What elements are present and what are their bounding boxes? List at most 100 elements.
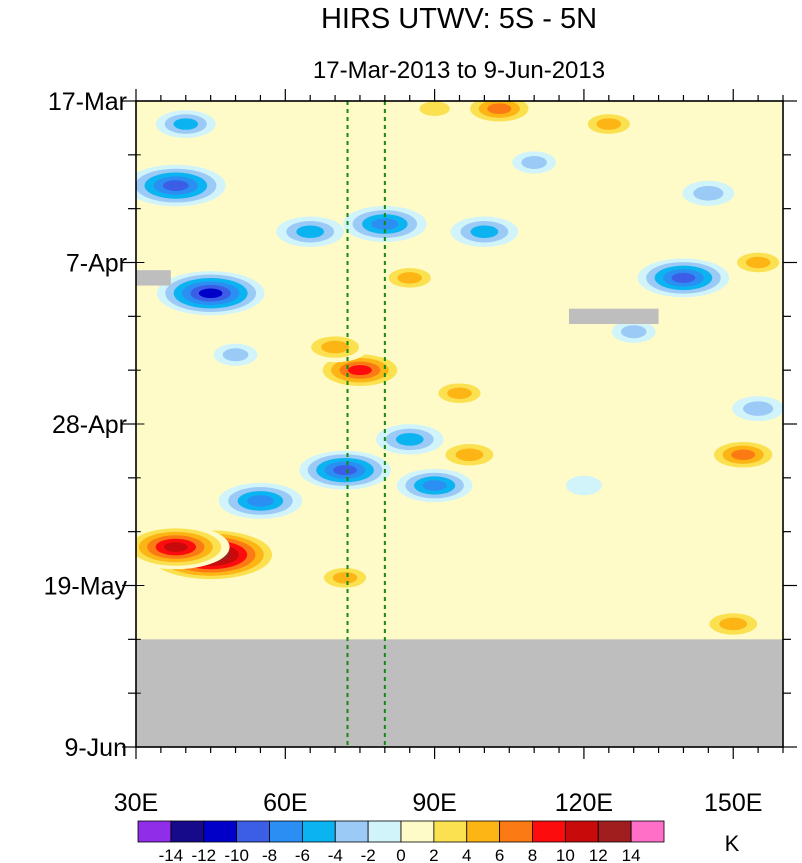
colorbar-label: 6 <box>495 846 504 863</box>
x-tick-label: 90E <box>412 789 456 817</box>
anomaly-cell <box>728 248 783 277</box>
anomaly-cell <box>450 216 519 247</box>
anomaly-cell <box>699 608 768 640</box>
anomaly-contour <box>447 387 472 399</box>
anomaly-contour <box>164 542 188 552</box>
missing-data-patch <box>136 270 171 286</box>
anomaly-contour <box>419 101 450 116</box>
anomaly-cell <box>461 101 538 126</box>
anomaly-contour <box>731 449 756 461</box>
anomaly-contour <box>332 572 358 584</box>
colorbar-swatch <box>433 820 468 843</box>
colorbar-swatch <box>236 820 270 843</box>
anomaly-cell <box>566 475 602 496</box>
missing-data-patch <box>568 308 659 325</box>
anomaly-cell <box>155 110 216 138</box>
y-axis: 17-Mar 7-Apr 28-Apr 19-May 9-Jun <box>44 88 797 762</box>
anomaly-cell <box>408 101 461 122</box>
anomaly-contour <box>333 465 357 476</box>
chart-subtitle: 17-Mar-2013 to 9-Jun-2013 <box>313 57 605 84</box>
anomaly-contour <box>397 272 423 284</box>
anomaly-cell <box>578 110 639 138</box>
y-tick-label: 19-May <box>44 573 128 601</box>
anomaly-cell <box>276 216 344 247</box>
colorbar-label: 0 <box>396 846 405 863</box>
colorbar-label: 2 <box>429 846 438 863</box>
anomaly-cell <box>705 438 781 472</box>
colorbar-swatch <box>137 820 172 843</box>
colorbar-label: -6 <box>295 846 310 863</box>
anomaly-contour <box>321 340 349 354</box>
anomaly-contour <box>487 103 512 114</box>
anomaly-cell <box>396 468 473 503</box>
colorbar-swatch <box>301 820 336 843</box>
anomaly-cell <box>637 258 730 298</box>
anomaly-contour <box>422 480 447 491</box>
y-tick-label: 28-Apr <box>52 411 127 439</box>
colorbar-swatch <box>532 820 566 843</box>
anomaly-cell <box>315 564 375 592</box>
anomaly-contour <box>162 180 189 191</box>
anomaly-contour <box>198 288 223 299</box>
missing-data-patch <box>136 639 783 747</box>
reference-lines <box>346 101 386 747</box>
x-tick-label: 30E <box>114 789 158 817</box>
anomaly-cell <box>301 331 369 363</box>
anomaly-cell <box>136 164 226 207</box>
colorbar-label: -4 <box>328 846 343 863</box>
colorbar-label: -8 <box>262 846 277 863</box>
y-tick-label: 9-Jun <box>64 734 127 762</box>
colorbar-label: 12 <box>589 846 608 863</box>
y-tick-label: 17-Mar <box>48 88 127 116</box>
chart-title: HIRS UTWV: 5S - 5N <box>321 3 597 35</box>
colorbar-swatch <box>564 820 599 843</box>
colorbar-label: -12 <box>191 846 216 863</box>
colorbar-label: -2 <box>361 846 376 863</box>
anomaly-contour <box>719 617 748 631</box>
anomaly-cell <box>375 424 444 455</box>
anomaly-contour <box>566 475 602 496</box>
colorbar-label: 4 <box>462 846 471 863</box>
colorbar-swatch <box>367 820 402 843</box>
anomaly-contour <box>222 348 249 362</box>
anomaly-contour <box>395 433 424 446</box>
x-tick-label: 60E <box>263 789 307 817</box>
anomaly-cell <box>213 343 258 366</box>
anomaly-contour <box>173 118 199 130</box>
anomaly-cell <box>435 439 504 470</box>
anomaly-contour <box>247 495 274 507</box>
anomaly-contour <box>693 185 724 201</box>
anomaly-cell <box>512 151 557 174</box>
x-tick-label: 120E <box>555 789 613 817</box>
anomaly-contour <box>521 156 547 170</box>
colorbar-label: 8 <box>528 846 537 863</box>
anomaly-cell <box>136 524 230 570</box>
y-tick-label: 7-Apr <box>66 250 127 278</box>
missing-data-layer <box>136 270 783 747</box>
anomaly-contour <box>745 256 771 269</box>
colorbar-swatch <box>499 820 533 843</box>
anomaly-contour <box>455 448 484 462</box>
x-axis: 30E 60E 90E 120E 150E <box>114 89 784 817</box>
anomaly-cell <box>218 482 303 519</box>
colorbar-swatch <box>400 820 435 843</box>
anomaly-cell <box>156 271 265 316</box>
anomaly-cell <box>611 320 656 343</box>
colorbar-label: 10 <box>556 846 575 863</box>
colorbar-swatch <box>630 820 665 843</box>
colorbar-label: -10 <box>224 846 249 863</box>
colorbar: -14 -12 -10 -8 -6 -4 -2 0 2 4 6 8 10 12 14 <box>137 820 665 863</box>
colorbar-label: -14 <box>159 846 184 863</box>
anomaly-cell <box>732 396 783 422</box>
anomaly-contour <box>470 225 499 239</box>
colorbar-swatch <box>269 820 303 843</box>
anomaly-cell <box>299 450 391 490</box>
colorbar-swatch <box>334 820 369 843</box>
x-tick-label: 150E <box>704 789 762 817</box>
anomaly-cell <box>379 264 440 292</box>
anomaly-cell <box>682 180 735 206</box>
anomaly-cell <box>429 379 490 408</box>
anomaly-contour <box>743 401 774 416</box>
anomaly-contour <box>296 225 325 239</box>
